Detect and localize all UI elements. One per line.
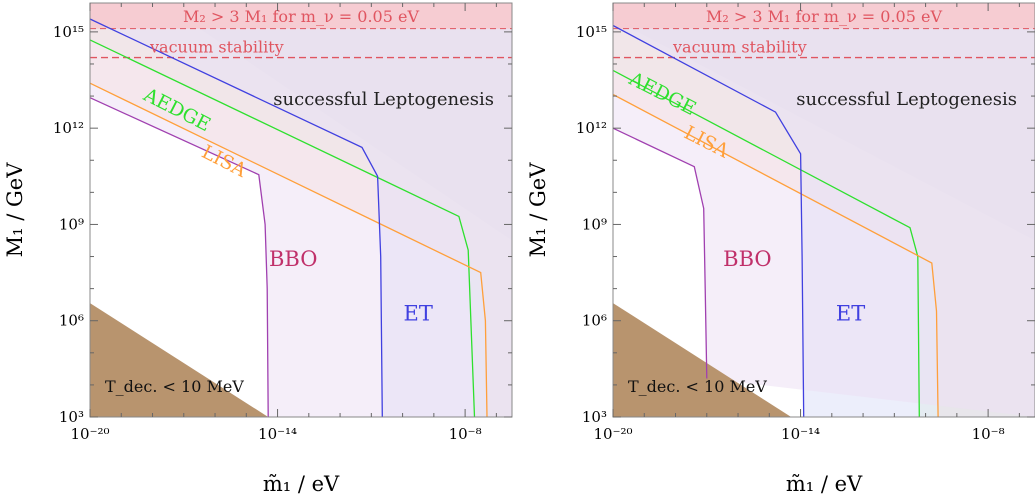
y-tick-label: 10¹² [576,119,607,137]
m2-bound-label: M₂ > 3 M₁ for m_ν = 0.05 eV [706,7,942,26]
y-tick-label: 10⁶ [582,312,607,330]
leptogenesis-label: successful Leptogenesis [796,89,1017,110]
vacuum-stability-label: vacuum stability [149,38,284,57]
x-tick-label: 10⁻¹⁴ [781,425,820,443]
y-tick-label: 10⁹ [582,215,607,233]
m2-bound-region [613,3,1035,29]
decoupling-label: T_dec. < 10 MeV [105,377,244,396]
curve-bbo [90,97,269,417]
decoupling-label: T_dec. < 10 MeV [628,377,767,396]
curve-et [90,18,383,417]
y-axis-title: M₁ / GeV [3,162,27,258]
label-bbo: BBO [723,247,771,271]
x-tick-label: 10⁻⁸ [972,425,1005,443]
m2-bound-region [90,3,512,29]
curve-aedge [613,69,920,417]
curve-bbo [613,127,708,379]
curve-lisa [613,93,939,417]
y-tick-label: 10³ [59,408,84,426]
label-bbo: BBO [269,247,317,271]
m2-bound-label: M₂ > 3 M₁ for m_ν = 0.05 eV [183,7,419,26]
curve-et [613,24,805,417]
y-tick-label: 10³ [582,408,607,426]
sensitivity-fill-bbo [613,3,1035,417]
x-tick-label: 10⁻²⁰ [593,425,632,443]
x-tick-label: 10⁻¹⁴ [258,425,297,443]
sensitivity-fill-bbo [90,3,512,417]
plot-frame [89,2,513,418]
vacuum-stability-label: vacuum stability [672,38,807,57]
plot-frame [612,2,1035,418]
y-tick-label: 10⁶ [59,312,84,330]
curve-lisa [90,82,488,417]
y-tick-label: 10¹⁵ [576,23,607,41]
y-tick-label: 10¹² [53,119,84,137]
curve-aedge [90,39,476,417]
x-axis-title: m̃₁ / eV [786,472,863,496]
x-axis-title: m̃₁ / eV [263,472,340,496]
leptogenesis-label: successful Leptogenesis [273,89,494,110]
y-axis-title: M₁ / GeV [526,162,550,258]
y-tick-label: 10⁹ [59,215,84,233]
x-tick-label: 10⁻²⁰ [70,425,109,443]
decoupling-region [613,303,792,417]
label-et: ET [404,302,433,326]
y-tick-label: 10¹⁵ [53,23,84,41]
decoupling-region [90,303,269,417]
x-tick-label: 10⁻⁸ [449,425,482,443]
label-et: ET [836,302,865,326]
